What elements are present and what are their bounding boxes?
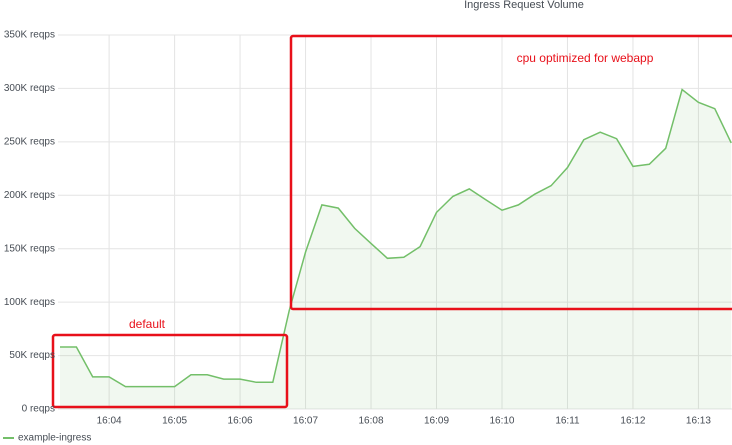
annotation: cpu optimized for webapp: [517, 51, 654, 65]
x-tick-label: 16:04: [97, 416, 122, 427]
x-tick-label: 16:08: [359, 416, 384, 427]
line: [60, 88, 732, 388]
x-tick-label: 16:12: [620, 416, 645, 427]
grid: [58, 34, 732, 410]
y-tick-label: 300K reqps: [4, 83, 55, 94]
x-tick-label: 16:13: [686, 416, 711, 427]
y-tick-label: 150K reqps: [4, 243, 55, 254]
y-tick-label: 100K reqps: [4, 297, 55, 308]
y-tick-label: 250K reqps: [4, 136, 55, 147]
area: [60, 89, 732, 409]
plot: [60, 88, 732, 409]
y-tick-label: 0 reqps: [22, 404, 55, 415]
legend-label: example-ingress: [18, 433, 91, 444]
y-tick-label: 200K reqps: [4, 190, 55, 201]
x-tick-label: 16:05: [162, 416, 187, 427]
chart-title: Ingress Request Volume: [464, 0, 584, 11]
x-tick-label: 16:11: [555, 416, 580, 427]
x-tick-label: 16:10: [489, 416, 514, 427]
y-tick-label: 350K reqps: [4, 30, 55, 41]
x-tick-label: 16:07: [293, 416, 318, 427]
x-tick-label: 16:06: [228, 416, 253, 427]
annotation: default: [129, 317, 166, 331]
y-tick-label: 50K reqps: [9, 350, 55, 361]
annotation-box: [51, 333, 289, 409]
annotation-box: [289, 34, 732, 311]
x-tick-label: 16:09: [424, 416, 449, 427]
